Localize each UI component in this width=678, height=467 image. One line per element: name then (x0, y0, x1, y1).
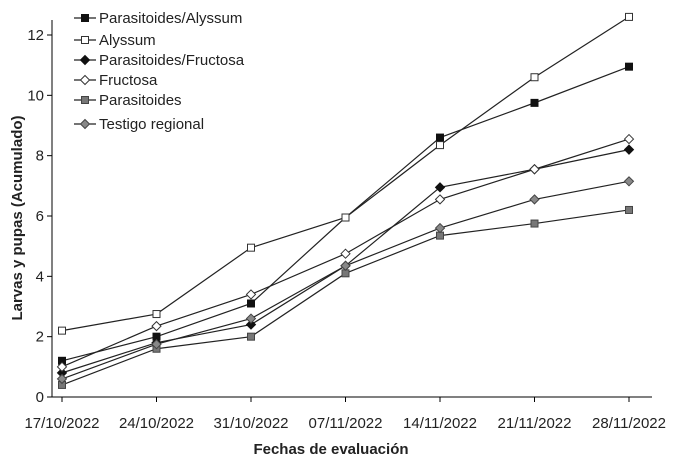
data-point (245, 289, 257, 300)
data-point (56, 361, 68, 373)
data-point (623, 176, 635, 187)
series-6 (56, 176, 635, 385)
legend: Parasitoides/Alyssum Alyssum Parasitoides/… (74, 10, 245, 133)
legend-marker (81, 14, 89, 22)
y-tick-label: 0 (36, 389, 44, 406)
legend-label: Parasitoides/Alyssum (99, 10, 242, 27)
x-tick-label: 07/11/2022 (309, 415, 383, 432)
data-point (152, 310, 161, 319)
x-tick-label: 24/10/2022 (119, 415, 194, 432)
data-point (529, 164, 540, 175)
data-point (623, 133, 635, 145)
legend-item: Parasitoides/Alyssum (74, 10, 242, 27)
legend-marker (81, 36, 89, 44)
legend-marker (79, 118, 91, 130)
data-point (434, 194, 446, 205)
axes: 0 2 4 6 8 10 12 17/10/2022 24/10/2022 31/10/2022 0… (24, 20, 666, 432)
data-point (151, 339, 162, 350)
data-point (436, 133, 444, 142)
legend-label: Parasitoides/Fructosa (99, 52, 245, 69)
data-point (530, 73, 539, 82)
legend-item: Alyssum (74, 32, 156, 49)
legend-item: Testigo regional (74, 116, 204, 133)
data-point (340, 248, 351, 259)
x-tick-label: 21/11/2022 (498, 415, 572, 432)
series-5 (58, 205, 633, 389)
series-layer (56, 12, 635, 389)
legend-label: Testigo regional (99, 116, 204, 133)
data-point (623, 144, 635, 155)
legend-marker (79, 74, 91, 86)
series-2 (58, 12, 633, 335)
y-tick-label: 2 (36, 329, 44, 346)
data-point (247, 332, 255, 341)
data-point (530, 219, 539, 228)
data-point (625, 62, 633, 71)
data-point (625, 12, 633, 21)
legend-item: Parasitoides (74, 92, 182, 109)
legend-label: Parasitoides (99, 92, 182, 109)
data-point (341, 213, 350, 222)
series-line (61, 180, 630, 380)
y-tick-label: 8 (36, 148, 44, 165)
data-point (58, 326, 66, 335)
legend-marker (81, 96, 89, 104)
x-tick-label: 31/10/2022 (213, 415, 288, 432)
data-point (340, 260, 351, 271)
legend-item: Fructosa (74, 72, 158, 89)
data-point (151, 320, 162, 332)
data-point (625, 205, 633, 214)
x-tick-label: 14/11/2022 (403, 415, 477, 432)
y-tick-label: 12 (27, 27, 44, 44)
legend-label: Fructosa (99, 72, 158, 89)
data-point (530, 98, 539, 107)
legend-marker (79, 54, 91, 66)
data-point (56, 373, 68, 385)
data-point (529, 194, 540, 205)
y-axis-title: Larvas y pupas (Acumulado) (9, 115, 26, 320)
x-tick-label: 17/10/2022 (24, 415, 99, 432)
data-point (247, 299, 255, 308)
x-axis-title: Fechas de evaluación (253, 441, 408, 458)
series-line (61, 209, 630, 386)
y-tick-label: 6 (36, 208, 44, 225)
y-tick-label: 4 (36, 268, 44, 285)
data-point (247, 243, 255, 252)
data-point (434, 182, 446, 193)
data-point (434, 222, 446, 234)
y-tick-label: 10 (27, 87, 44, 104)
data-point (245, 313, 257, 324)
data-point (245, 319, 257, 330)
legend-label: Alyssum (99, 32, 156, 49)
x-tick-label: 28/11/2022 (592, 415, 666, 432)
legend-item: Parasitoides/Fructosa (74, 52, 245, 69)
series-4 (56, 133, 635, 373)
data-point (436, 141, 444, 150)
